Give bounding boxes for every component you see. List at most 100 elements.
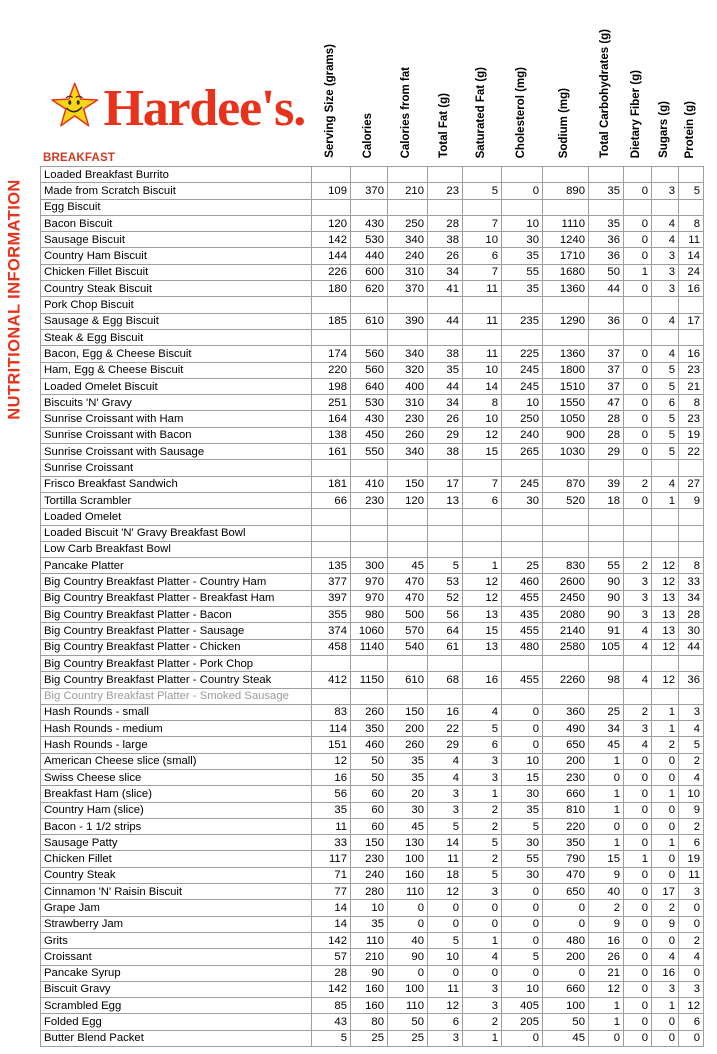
nutrition-value: 560 [350,345,388,363]
nutrition-value: 12 [311,752,351,770]
hardees-star-icon [51,82,99,127]
nutrition-value: 38 [427,443,463,461]
nutrition-value [350,540,388,559]
nutrition-value: 455 [501,622,543,640]
nutrition-value: 90 [387,948,428,966]
nutrition-value: 3 [623,606,652,624]
nutrition-value [678,198,704,216]
nutrition-value [427,328,463,347]
nutrition-value: 3 [427,1029,463,1048]
nutrition-value: 1 [462,931,502,950]
menu-item-name: Big Country Breakfast Platter - Country … [40,573,312,591]
nutrition-value: 135 [311,557,351,575]
nutrition-value: 5 [462,182,502,200]
menu-item-name: Ham, Egg & Cheese Biscuit [40,361,312,379]
menu-item-name: Frisco Breakfast Sandwich [40,475,312,493]
nutrition-value [678,165,704,184]
nutrition-value: 450 [350,426,388,445]
nutrition-value: 226 [311,263,351,282]
nutrition-value: 50 [542,1013,589,1031]
nutrition-value [623,654,652,673]
nutrition-value: 660 [542,980,589,999]
nutrition-value: 16 [678,280,704,298]
menu-item-name: Big Country Breakfast Platter - Country … [40,671,312,689]
nutrition-value: 1680 [542,263,589,282]
nutrition-value [462,540,502,559]
nutrition-value: 0 [651,931,679,950]
nutrition-value: 12 [651,638,679,656]
column-header-sugars: Sugars (g) [657,101,670,158]
nutrition-value: 5 [678,182,704,200]
nutrition-value [427,524,463,542]
nutrition-value: 1 [462,785,502,803]
nutrition-value: 250 [501,410,543,428]
nutrition-value: 160 [387,866,428,885]
nutrition-value: 11 [678,866,704,885]
table-row: Big Country Breakfast Platter - Sausage 3… [40,622,704,640]
nutrition-value: 1030 [542,443,589,461]
nutrition-value: 1360 [542,345,589,363]
nutrition-value: 405 [501,997,543,1015]
table-row: Chicken Fillet Biscuit 226 600 310 34 7 55 1680… [40,263,704,282]
nutrition-value: 0 [623,883,652,901]
table-row: Sausage Biscuit 142 530 340 38 10 30 1240 36 0 4 11 [40,231,704,249]
nutrition-value: 0 [501,182,543,200]
nutrition-value: 2580 [542,638,589,656]
nutrition-value: 4 [462,703,502,722]
nutrition-value: 12 [588,980,624,999]
nutrition-value: 64 [427,622,463,640]
nutrition-value: 6 [462,491,502,510]
nutrition-value: 5 [427,557,463,575]
menu-item-name: Loaded Biscuit 'N' Gravy Breakfast Bowl [40,524,312,542]
nutrition-value: 26 [427,410,463,428]
nutrition-value: 5 [501,948,543,966]
nutrition-value: 98 [588,671,624,689]
column-header-total-carbohydrates: Total Carbohydrates (g) [598,29,611,158]
nutrition-value: 25 [350,1029,388,1048]
nutrition-value [311,540,351,559]
column-header-dietary-fiber: Dietary Fiber (g) [630,69,643,158]
nutrition-value: 12 [462,573,502,591]
nutrition-value [462,459,502,477]
menu-item-name: Pork Chop Biscuit [40,296,312,314]
nutrition-value [462,165,502,184]
nutrition-value: 56 [311,785,351,803]
table-row: Loaded Omelet [40,508,704,526]
table-row: Steak & Egg Biscuit [40,328,704,347]
column-headers: Serving Size (grams) Calories Calories f… [311,8,703,158]
menu-item-name: Country Ham Biscuit [40,247,312,265]
nutrition-value: 0 [623,899,652,917]
nutrition-value: 520 [542,491,589,510]
nutrition-value: 35 [427,361,463,379]
nutrition-value: 5 [462,834,502,852]
nutrition-value: 340 [387,231,428,249]
nutrition-value: 150 [387,703,428,722]
nutrition-value: 4 [678,720,704,738]
nutrition-value: 25 [387,1029,428,1048]
nutrition-value: 0 [678,899,704,917]
nutrition-value: 180 [311,280,351,298]
nutrition-value [462,328,502,347]
nutrition-value: 10 [501,394,543,412]
nutrition-value [462,687,502,705]
nutrition-value: 44 [678,638,704,656]
nutrition-value: 0 [501,899,543,917]
nutrition-table-wrapper: BREAKFAST Loaded Breakfast Burrito Made f… [40,152,704,1048]
nutrition-value: 0 [623,377,652,396]
nutrition-value: 377 [311,573,351,591]
table-row: Big Country Breakfast Platter - Country … [40,573,704,591]
nutrition-value: 8 [462,394,502,412]
nutrition-value: 490 [542,720,589,738]
nutrition-value [542,508,589,526]
nutrition-value: 0 [623,231,652,249]
nutrition-value: 100 [387,980,428,999]
table-row: Sunrise Croissant with Ham 164 430 230 26 10 2… [40,410,704,428]
nutrition-value: 280 [350,883,388,901]
nutrition-value [387,328,428,347]
nutrition-value: 3 [462,768,502,787]
nutrition-value: 15 [462,443,502,461]
nutrition-value: 0 [623,948,652,966]
nutrition-value [350,165,388,184]
nutrition-value: 34 [678,589,704,608]
menu-item-name: Sausage Patty [40,834,312,852]
